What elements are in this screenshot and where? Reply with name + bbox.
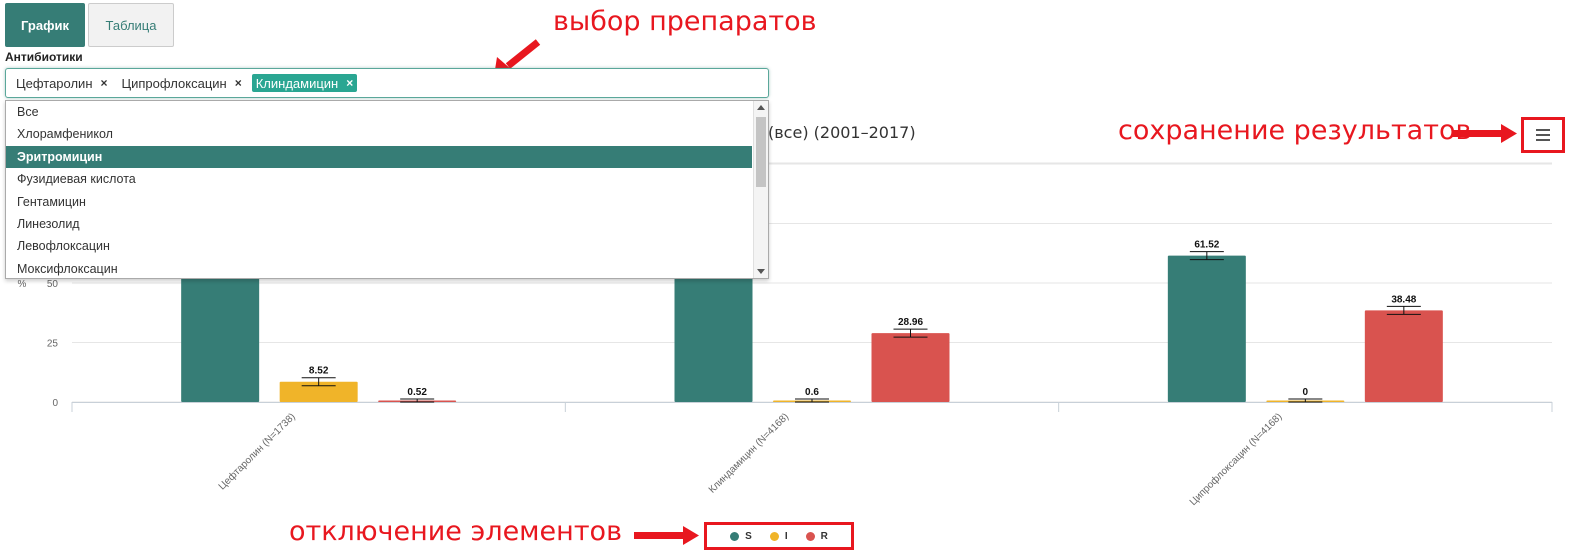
export-menu-button[interactable] bbox=[1521, 117, 1565, 153]
hamburger-icon bbox=[1536, 128, 1550, 143]
dropdown-option[interactable]: Фузидиевая кислота bbox=[17, 172, 136, 187]
chart-title: (все) (2001–2017) bbox=[768, 123, 916, 142]
x-tick-label: Цефтаролин (N=1738) bbox=[216, 411, 298, 493]
bar-s bbox=[1167, 255, 1246, 402]
data-label: 0 bbox=[1303, 387, 1309, 398]
dropdown-option-highlighted[interactable]: Эритромицин bbox=[6, 145, 752, 169]
data-label: 8.52 bbox=[309, 366, 329, 377]
legend-label: S bbox=[745, 530, 752, 542]
legend-item-r[interactable]: R bbox=[805, 530, 828, 542]
chip-remove-icon[interactable]: × bbox=[346, 76, 354, 90]
dropdown-option[interactable]: Все bbox=[17, 105, 39, 119]
y-tick-label: 25 bbox=[47, 339, 59, 350]
scroll-down-icon[interactable] bbox=[757, 269, 765, 274]
dropdown-option[interactable]: Хлорамфеникол bbox=[17, 127, 113, 142]
dropdown-scrollbar[interactable] bbox=[753, 101, 768, 278]
chip-ceftaroline: Цефтаролин × bbox=[12, 74, 112, 92]
bar-r bbox=[1364, 310, 1443, 402]
annotation-arrow bbox=[1452, 130, 1504, 137]
x-tick-label: Клиндамицин (N=4168) bbox=[707, 411, 791, 495]
legend-item-i[interactable]: I bbox=[769, 530, 788, 542]
dropdown-option[interactable]: Гентамицин bbox=[17, 194, 86, 209]
chip-label: Ципрофлоксацин bbox=[121, 75, 227, 91]
bar-r bbox=[871, 333, 950, 402]
annotation-arrow bbox=[634, 532, 686, 539]
y-tick-label: 50 bbox=[47, 279, 59, 290]
data-label: 38.48 bbox=[1391, 294, 1416, 305]
antibiotics-label: Антибиотики bbox=[5, 50, 83, 64]
dropdown-option[interactable]: Моксифлоксацин bbox=[17, 261, 118, 276]
annotation-save: сохранение результатов bbox=[1118, 115, 1472, 146]
annotation-toggle: отключение элементов bbox=[289, 516, 622, 547]
chip-ciprofloxacin: Ципрофлоксацин × bbox=[118, 74, 246, 92]
legend-dot-icon bbox=[730, 531, 740, 541]
bar-i bbox=[279, 381, 358, 402]
data-label: 61.52 bbox=[1194, 240, 1219, 251]
chip-label: Клиндамицин bbox=[255, 75, 339, 91]
data-label: 0.6 bbox=[805, 387, 819, 398]
tab-table[interactable]: Таблица bbox=[88, 3, 174, 47]
scroll-up-icon[interactable] bbox=[757, 105, 765, 110]
legend-dot-icon bbox=[769, 531, 779, 541]
antibiotics-dropdown: Все Хлорамфеникол Эритромицин Фузидиевая… bbox=[5, 100, 769, 279]
legend-item-s[interactable]: S bbox=[730, 531, 752, 542]
scrollbar-thumb[interactable] bbox=[756, 117, 766, 187]
legend-label: R bbox=[820, 530, 828, 542]
legend-dot-icon bbox=[805, 531, 815, 541]
legend-label: I bbox=[784, 530, 788, 542]
antibiotics-multiselect[interactable]: Цефтаролин × Ципрофлоксацин × Клиндамици… bbox=[5, 68, 769, 98]
dropdown-option[interactable]: Линезолид bbox=[17, 216, 80, 231]
annotation-selection: выбор препаратов bbox=[553, 6, 817, 37]
data-label: 28.96 bbox=[898, 317, 923, 328]
chip-remove-icon[interactable]: × bbox=[234, 76, 242, 90]
annotation-arrowhead bbox=[1501, 124, 1517, 143]
y-tick-label: 0 bbox=[52, 398, 58, 409]
chip-label: Цефтаролин bbox=[16, 75, 93, 91]
dropdown-option[interactable]: Левофлоксацин bbox=[17, 239, 110, 254]
chip-clindamycin: Клиндамицин × bbox=[251, 74, 358, 92]
chart-legend: S I R bbox=[704, 522, 854, 550]
annotation-arrow bbox=[505, 39, 541, 69]
chip-remove-icon[interactable]: × bbox=[100, 76, 108, 90]
y-axis-label: % bbox=[18, 279, 27, 290]
data-label: 0.52 bbox=[407, 387, 427, 398]
annotation-arrowhead bbox=[683, 526, 699, 545]
tab-chart[interactable]: График bbox=[5, 3, 85, 47]
x-tick-label: Ципрофлоксацин (N=4168) bbox=[1187, 411, 1284, 508]
